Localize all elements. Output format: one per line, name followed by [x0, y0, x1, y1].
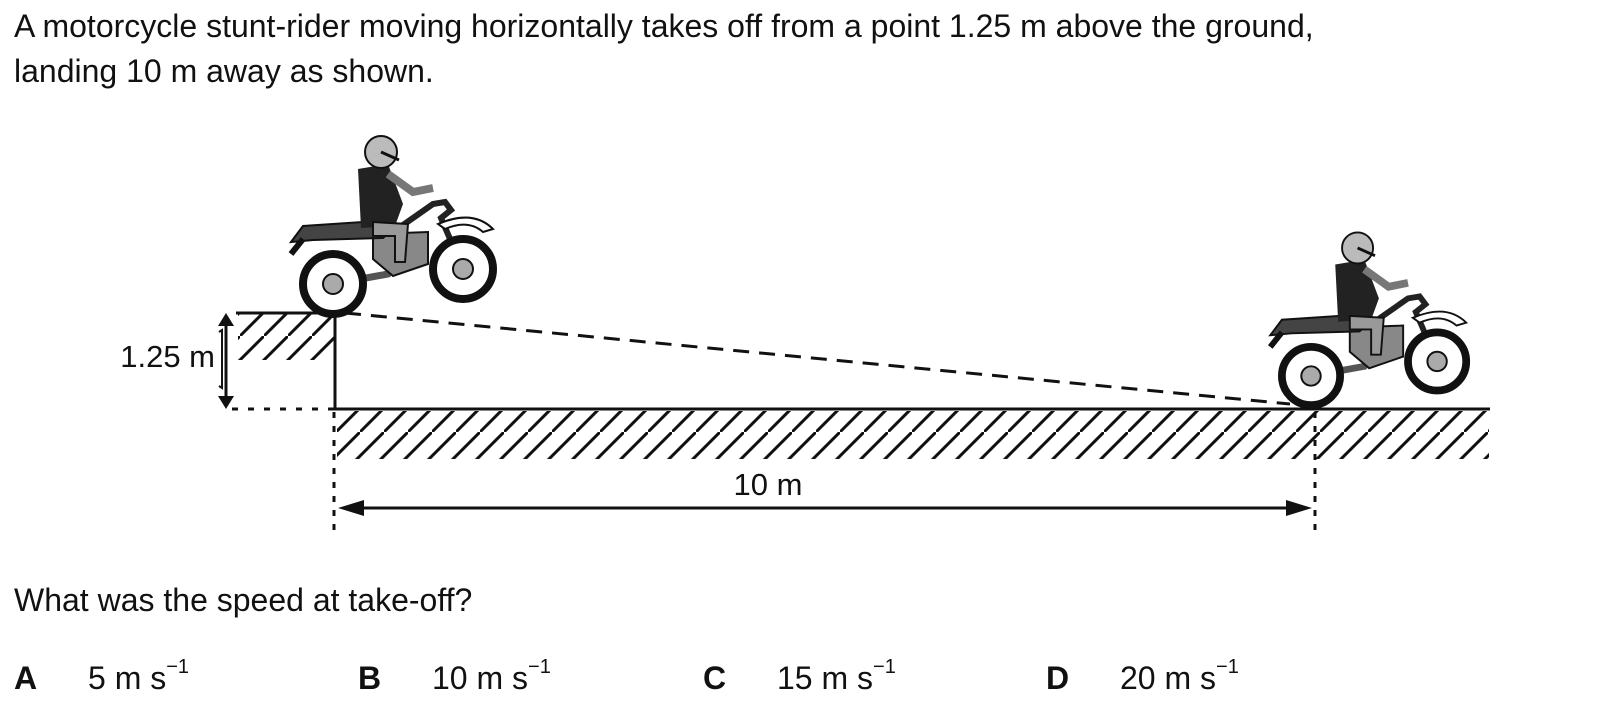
motorcycle — [1270, 232, 1466, 405]
option-letter: A — [14, 660, 38, 696]
option-text: 15 m s — [777, 660, 874, 696]
option-letter: B — [358, 660, 382, 696]
option-letter: D — [1046, 660, 1070, 696]
option-exponent: −1 — [528, 656, 551, 678]
height-label: 1.25 m — [120, 339, 215, 374]
question-line: A motorcycle stunt-rider moving horizont… — [14, 8, 1314, 44]
diagram: 1.25 m 10 m — [120, 0, 1490, 532]
option-exponent: −1 — [166, 656, 190, 678]
bracket — [218, 328, 223, 390]
ledge-hatch — [238, 314, 334, 360]
prompt: What was the speed at take-off? — [14, 582, 473, 618]
option-value: 10 m s−1 — [432, 656, 551, 697]
motorcycle — [291, 136, 493, 314]
option-text: 10 m s — [432, 660, 529, 696]
option-value: 20 m s−1 — [1120, 656, 1239, 697]
ground-hatch — [337, 411, 1489, 459]
option-exponent: −1 — [1216, 656, 1239, 678]
option-letter: C — [703, 660, 727, 696]
trajectory — [344, 311, 1291, 406]
distance-label: 10 m — [734, 467, 803, 502]
option-value: 5 m s−1 — [88, 656, 189, 697]
option-exponent: −1 — [873, 656, 896, 678]
option-text: 5 m s — [88, 660, 167, 696]
option-value: 15 m s−1 — [777, 656, 896, 697]
option-text: 20 m s — [1120, 660, 1217, 696]
question-line: landing 10 m away as shown. — [14, 53, 434, 89]
